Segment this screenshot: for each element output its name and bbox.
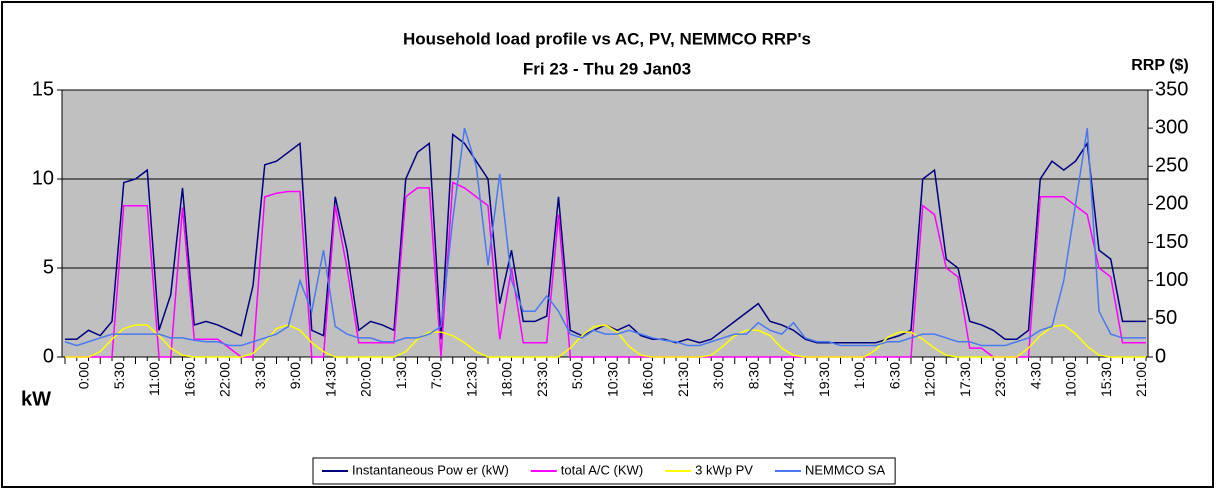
x-tick-label: 15:30: [1098, 362, 1114, 397]
plot-area: [61, 89, 1149, 358]
x-tick-label: 0:00: [76, 362, 92, 389]
x-tick-label: 11:00: [146, 362, 162, 396]
y-tick-label: 5: [43, 256, 54, 278]
y2-tick-label: 150: [1155, 231, 1188, 253]
x-tick-label: 5:30: [111, 362, 127, 389]
x-tick-label: 23:00: [992, 362, 1008, 397]
y-tick-label: 10: [32, 167, 54, 189]
x-tick-label: 19:30: [816, 362, 832, 397]
x-tick-label: 12:30: [463, 362, 479, 397]
x-tick-label: 20:00: [358, 362, 374, 397]
legend-label: NEMMCO SA: [805, 462, 886, 477]
y-tick-label: 15: [32, 78, 54, 100]
y2-axis-label: RRP ($): [1131, 57, 1189, 74]
x-tick-label: 3:30: [252, 362, 268, 389]
chart-subtitle: Fri 23 - Thu 29 Jan03: [523, 59, 691, 78]
y-tick-label: 0: [43, 345, 54, 367]
legend-label: Instantaneous Pow er (kW): [352, 462, 509, 477]
x-tick-label: 5:00: [569, 362, 585, 389]
series-line: [65, 181, 1146, 358]
legend: Instantaneous Pow er (kW) total A/C (KW) 3…: [312, 457, 896, 485]
x-tick-label: 16:30: [181, 362, 197, 397]
legend-label: total A/C (KW): [561, 462, 643, 477]
y2-tick-label: 0: [1155, 345, 1166, 367]
series-line: [65, 324, 1146, 358]
y2-tick-label: 200: [1155, 193, 1188, 215]
y2-tick-label: 50: [1155, 307, 1177, 329]
x-tick-label: 22:00: [217, 362, 233, 397]
x-tick-label: 1:00: [851, 362, 867, 389]
x-tick-label: 18:00: [499, 362, 515, 397]
x-tick-label: 1:30: [393, 362, 409, 389]
y2-tick-label: 250: [1155, 155, 1188, 177]
legend-box: [312, 457, 896, 485]
x-tick-label: 21:30: [675, 362, 691, 397]
legend-label: 3 kWp PV: [695, 462, 753, 477]
x-tick-label: 4:30: [1027, 362, 1043, 389]
x-tick-label: 3:00: [710, 362, 726, 389]
x-tick-label: 12:00: [922, 362, 938, 397]
x-tick-label: 8:30: [745, 362, 761, 389]
y2-tick-label: 350: [1155, 78, 1188, 100]
x-tick-label: 16:00: [640, 362, 656, 397]
y2-tick-label: 100: [1155, 269, 1188, 291]
x-tick-label: 17:30: [957, 362, 973, 397]
chart-title: Household load profile vs AC, PV, NEMMCO…: [403, 29, 811, 48]
x-tick-label: 10:30: [604, 362, 620, 397]
x-tick-label: 14:30: [322, 362, 338, 397]
x-tick-label: 6:30: [886, 362, 902, 389]
x-tick-label: 10:00: [1063, 362, 1079, 397]
x-tick-label: 21:00: [1133, 362, 1149, 397]
x-tick-label: 14:00: [781, 362, 797, 397]
y2-tick-label: 300: [1155, 116, 1188, 138]
x-tick-label: 9:00: [287, 362, 303, 389]
x-tick-label: 7:00: [428, 362, 444, 389]
series-line: [64, 127, 1146, 347]
y-axis-label: kW: [21, 388, 51, 410]
x-tick-label: 23:30: [534, 362, 550, 397]
